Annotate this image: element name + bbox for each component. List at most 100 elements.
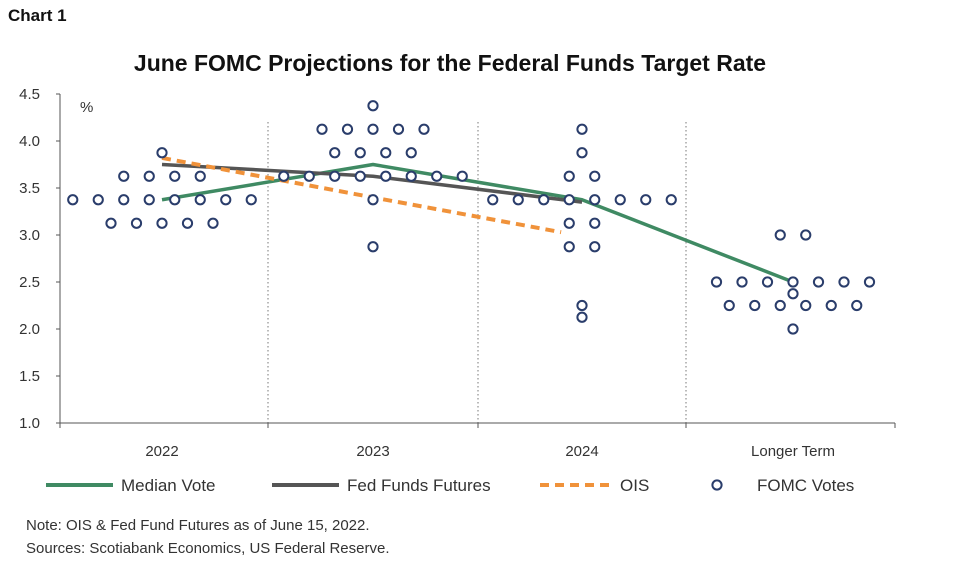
fomc-vote-dot <box>220 194 232 206</box>
fomc-vote-dot <box>105 217 117 229</box>
fomc-vote-dot <box>563 241 575 253</box>
x-tick-label: Longer Term <box>751 443 835 460</box>
y-tick-label: 4.0 <box>19 133 40 150</box>
fomc-vote-dot <box>245 194 257 206</box>
fomc-vote-dot <box>614 194 626 206</box>
note-text: Note: OIS & Fed Fund Futures as of June … <box>26 517 370 534</box>
fomc-vote-dot <box>316 123 328 135</box>
y-tick-label: 2.5 <box>19 274 40 291</box>
fomc-vote-dot <box>130 217 143 229</box>
fed-funds-futures-line <box>161 162 583 204</box>
fomc-vote-dot <box>143 170 155 182</box>
median-vote-line <box>161 162 794 284</box>
fomc-vote-dot <box>787 288 799 300</box>
fomc-vote-dot <box>341 123 354 135</box>
fomc-vote-dot <box>194 170 206 182</box>
y-tick-label: 3.0 <box>19 227 40 244</box>
fomc-vote-dot <box>774 299 786 312</box>
fomc-vote-dot <box>589 217 601 229</box>
fomc-vote-dot <box>665 194 677 206</box>
x-tick-label: 2022 <box>145 443 178 460</box>
fomc-vote-dot <box>329 147 341 159</box>
axes: 1.0 1.5 2.0 2.5 3.0 3.5 4.0 4.5% 2022 2023 2024 Lon… <box>19 86 896 460</box>
fomc-vote-dot <box>589 194 601 206</box>
fomc-vote-dot <box>143 194 155 206</box>
fomc-vote-dot <box>392 123 405 135</box>
legend-fed-funds-futures: Fed Funds Futures <box>272 476 491 495</box>
fomc-vote-dot <box>589 170 601 182</box>
fomc-vote-dot <box>194 194 206 206</box>
y-axis-label: % <box>80 99 93 116</box>
fomc-vote-dot <box>118 194 130 206</box>
fomc-vote-dot <box>367 194 379 206</box>
fomc-vote-dot <box>774 229 786 241</box>
fomc-vote-dot <box>800 299 812 312</box>
fomc-vote-dot <box>207 217 219 229</box>
fomc-vote-dot <box>563 194 575 206</box>
fomc-vote-dot <box>749 299 761 312</box>
legend-median-vote: Median Vote <box>46 476 216 495</box>
fomc-vote-dot <box>169 194 181 206</box>
fomc-vote-dot <box>787 323 799 335</box>
chart-title: June FOMC Projections for the Federal Fu… <box>133 50 767 76</box>
fomc-vote-dot <box>640 194 652 206</box>
fomc-vote-dot <box>156 217 168 229</box>
fomc-vote-dot <box>329 170 341 182</box>
ois-line <box>161 155 562 235</box>
fomc-vote-dot <box>838 276 850 288</box>
fomc-vote-dot <box>736 276 748 288</box>
fomc-vote-dot <box>512 194 524 206</box>
sources-text: Sources: Scotiabank Economics, US Federa… <box>26 540 390 557</box>
fomc-vote-dot <box>787 276 799 288</box>
legend-label: Fed Funds Futures <box>347 476 491 495</box>
fomc-vote-dot <box>367 241 379 253</box>
legend-fomc-votes: FOMC Votes <box>711 476 854 495</box>
fomc-vote-dot <box>538 194 550 206</box>
fomc-vote-dot <box>576 147 588 159</box>
fomc-vote-dot <box>456 170 468 182</box>
fomc-vote-dot <box>380 147 392 159</box>
fomc-vote-dot <box>380 170 392 182</box>
fomc-vote-dot <box>354 170 366 182</box>
legend-label: FOMC Votes <box>757 476 854 495</box>
fomc-vote-dot <box>863 276 876 288</box>
fomc-vote-dot <box>405 170 417 182</box>
y-tick-label: 3.5 <box>19 180 40 197</box>
fomc-vote-dot <box>851 299 863 312</box>
fomc-vote-dot <box>800 229 812 241</box>
chart-label: Chart 1 <box>8 6 67 25</box>
fomc-vote-dot <box>431 170 443 182</box>
fomc-vote-dot <box>563 170 575 182</box>
category-separators <box>267 122 687 423</box>
fomc-vote-dot <box>169 170 181 182</box>
fomc-vote-dot <box>278 170 290 182</box>
fomc-vote-dot <box>67 194 79 206</box>
fomc-vote-dot <box>303 170 315 182</box>
y-tick-label: 4.5 <box>19 86 40 103</box>
fomc-vote-dot <box>563 217 575 229</box>
series <box>67 100 876 335</box>
fomc-vote-dot <box>181 217 194 229</box>
fomc-vote-dot <box>761 276 774 288</box>
fomc-vote-dot <box>405 147 417 159</box>
fomc-vote-dot <box>367 100 379 112</box>
fomc-vote-dot <box>367 123 379 135</box>
legend-swatch <box>711 479 723 491</box>
fomc-vote-dot <box>354 147 366 159</box>
fomc-vote-dot <box>118 170 130 182</box>
x-tick-label: 2024 <box>565 443 598 460</box>
fomc-vote-dot <box>576 123 588 135</box>
fomc-vote-dot <box>418 123 430 135</box>
legend-label: OIS <box>620 476 649 495</box>
y-tick-label: 1.0 <box>19 415 40 432</box>
fomc-vote-dot <box>812 276 825 288</box>
fomc-vote-dot <box>576 299 588 312</box>
legend: Median Vote Fed Funds Futures OIS FOMC Vote… <box>46 476 854 495</box>
fomc-vote-dot <box>576 311 588 323</box>
y-tick-label: 2.0 <box>19 321 40 338</box>
y-tick-label: 1.5 <box>19 368 40 385</box>
fomc-vote-dot <box>710 276 723 288</box>
fomc-vote-dot <box>92 194 104 206</box>
fomc-vote-dot <box>156 147 168 159</box>
legend-label: Median Vote <box>121 476 216 495</box>
